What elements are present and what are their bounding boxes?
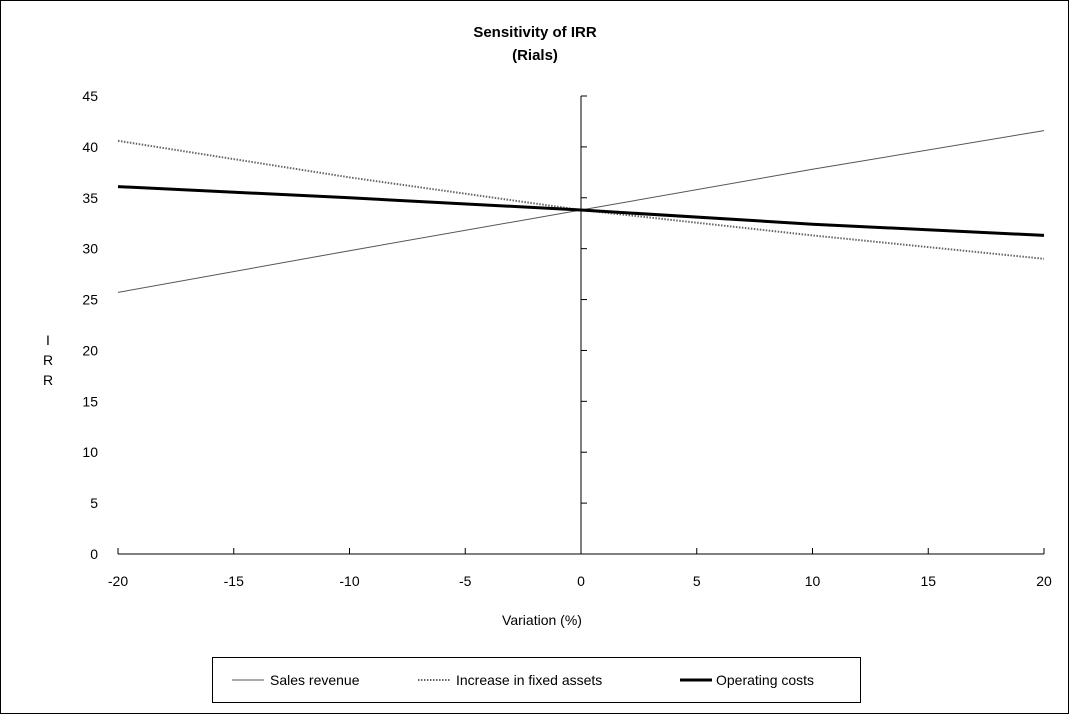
y-tick-label: 5 xyxy=(90,495,98,511)
y-tick-label: 15 xyxy=(82,393,98,409)
x-tick-label: -10 xyxy=(339,573,359,589)
y-axis-ticks: 0 5 10 15 20 25 30 35 40 45 xyxy=(82,88,587,562)
series-lines xyxy=(117,130,1045,293)
legend-label: Operating costs xyxy=(716,672,814,688)
legend: Sales revenue Increase in fixed assets Ope… xyxy=(212,657,861,703)
y-tick-label: 30 xyxy=(82,241,98,257)
legend-label: Sales revenue xyxy=(270,672,360,688)
y-tick-label: 45 xyxy=(82,88,98,104)
x-tick-label: -15 xyxy=(224,573,244,589)
y-tick-label: 20 xyxy=(82,342,98,358)
x-tick-label: 10 xyxy=(805,573,821,589)
legend-box xyxy=(212,657,861,703)
series-line-operating-costs xyxy=(117,185,1045,237)
x-tick-label: 0 xyxy=(577,573,585,589)
y-tick-label: 10 xyxy=(82,444,98,460)
chart-subtitle: (Rials) xyxy=(512,47,558,64)
x-tick-label: 20 xyxy=(1036,573,1052,589)
axes xyxy=(118,96,1044,555)
y-tick-label: 25 xyxy=(82,292,98,308)
legend-item: Increase in fixed assets xyxy=(418,672,602,688)
x-tick-label: 5 xyxy=(693,573,701,589)
x-tick-label: -20 xyxy=(108,573,128,589)
y-tick-label: 0 xyxy=(90,546,98,562)
x-tick-label: 15 xyxy=(920,573,936,589)
x-tick-label: -5 xyxy=(459,573,472,589)
legend-item: Operating costs xyxy=(680,672,814,688)
y-tick-label: 40 xyxy=(82,139,98,155)
x-axis-label: Variation (%) xyxy=(502,612,582,628)
y-tick-label: 35 xyxy=(82,190,98,206)
legend-label: Increase in fixed assets xyxy=(456,672,602,688)
legend-item: Sales revenue xyxy=(232,672,360,688)
chart-title: Sensitivity of IRR xyxy=(473,24,597,41)
x-axis-ticks: -20 -15 -10 -5 0 5 10 15 20 xyxy=(108,548,1052,589)
